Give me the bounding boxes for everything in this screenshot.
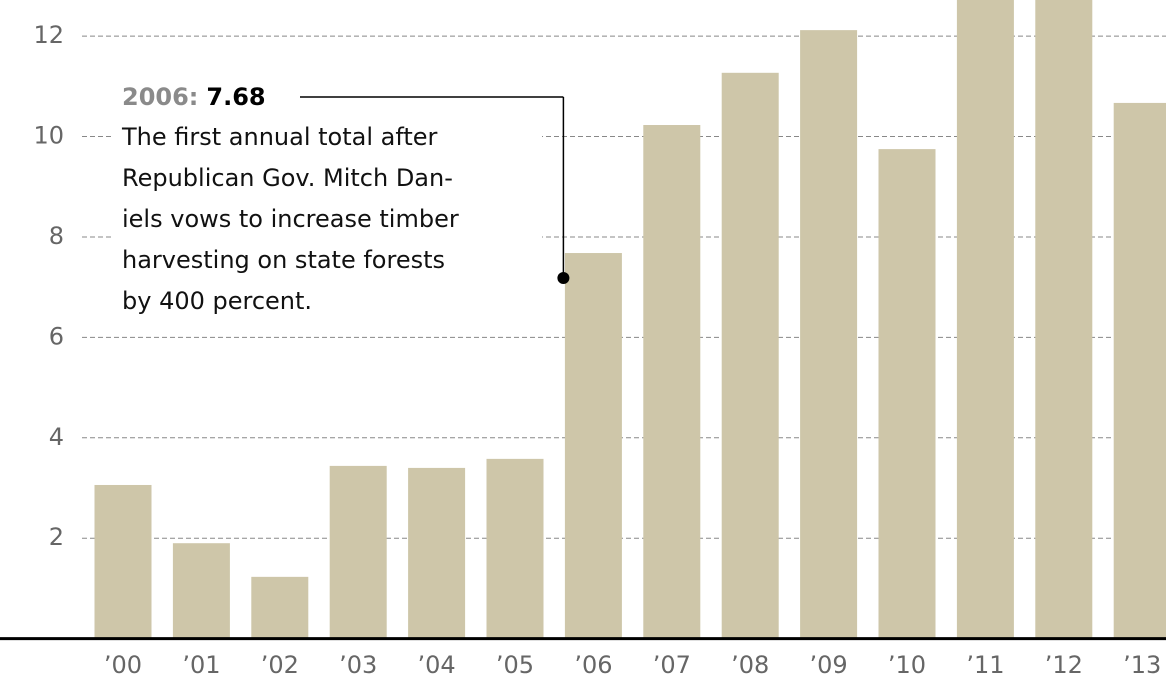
bar [486, 458, 544, 639]
annotation-title: 2006: 7.68 [122, 83, 266, 111]
x-tick-label: ’09 [810, 651, 848, 679]
y-tick-label: 10 [33, 122, 64, 150]
bar [800, 30, 858, 639]
x-tick-label: ’12 [1045, 651, 1083, 679]
bar [94, 484, 152, 639]
annotation-label: 2006: [122, 83, 198, 111]
x-tick-label: ’03 [339, 651, 377, 679]
bar [878, 149, 936, 639]
x-tick-label: ’06 [574, 651, 612, 679]
annotation-line: The first annual total after [121, 123, 438, 151]
y-tick-label: 12 [33, 21, 64, 49]
x-tick-label: ’10 [888, 651, 926, 679]
x-tick-label: ’00 [104, 651, 142, 679]
annotation-value: 7.68 [206, 83, 265, 111]
annotation-line: by 400 percent. [122, 287, 312, 315]
x-tick-label: ’13 [1123, 651, 1161, 679]
y-tick-label: 4 [49, 423, 64, 451]
bar [643, 125, 701, 639]
x-tick-label: ’02 [261, 651, 299, 679]
x-tick-label: ’01 [182, 651, 220, 679]
bar [251, 576, 309, 639]
y-tick-label: 2 [49, 523, 64, 551]
bar [1113, 102, 1166, 639]
annotation-bg [112, 118, 542, 323]
x-tick-label: ’11 [966, 651, 1004, 679]
y-tick-label: 8 [49, 222, 64, 250]
bar [172, 543, 230, 639]
bar [329, 465, 387, 639]
x-tick-label: ’05 [496, 651, 534, 679]
bar [956, 0, 1014, 639]
annotation-line: harvesting on state forests [122, 246, 445, 274]
bar [721, 72, 779, 639]
annotation-line: Republican Gov. Mitch Dan- [122, 164, 453, 192]
x-tick-label: ’07 [653, 651, 691, 679]
bar [564, 253, 622, 639]
y-tick-label: 6 [49, 322, 64, 350]
leader-dot [557, 272, 570, 285]
x-tick-label: ’04 [418, 651, 456, 679]
x-tick-label: ’08 [731, 651, 769, 679]
annotation-line: iels vows to increase timber [122, 205, 459, 233]
bar [408, 467, 466, 639]
bar [1035, 0, 1093, 639]
